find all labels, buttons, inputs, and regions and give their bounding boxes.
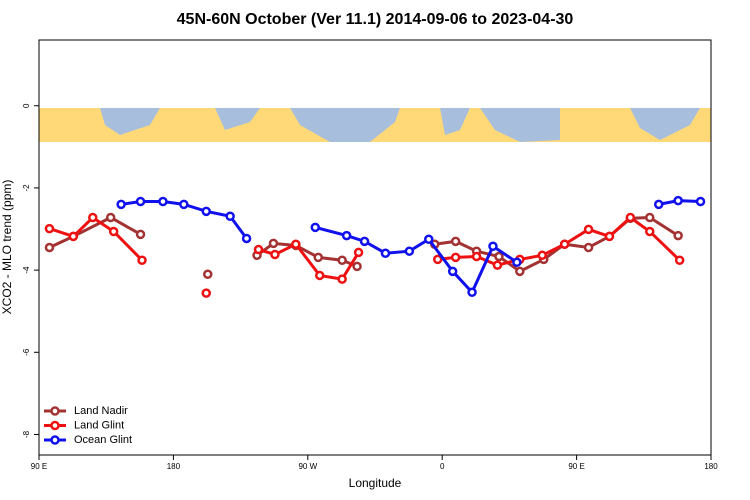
- legend-label: Land Nadir: [74, 405, 128, 417]
- data-point: [179, 199, 189, 210]
- map-band: [39, 108, 711, 142]
- data-point: [353, 247, 364, 258]
- data-point: [313, 252, 324, 263]
- data-point: [432, 254, 443, 265]
- data-point: [695, 196, 706, 207]
- data-point: [291, 239, 301, 249]
- y-tick-label: -8: [22, 430, 31, 438]
- data-point: [645, 226, 655, 237]
- data-point: [625, 212, 636, 223]
- data-point: [450, 252, 461, 263]
- data-point: [270, 249, 280, 260]
- data-point: [471, 251, 482, 262]
- data-point: [492, 260, 503, 270]
- legend-marker: [50, 420, 60, 431]
- data-point: [583, 224, 594, 235]
- data-point: [337, 255, 347, 265]
- data-point: [604, 231, 615, 242]
- legend-label: Ocean Glint: [74, 434, 132, 446]
- data-point: [494, 251, 504, 262]
- data-point: [158, 196, 168, 207]
- x-tick-label: 180: [704, 462, 718, 471]
- data-point: [537, 250, 548, 261]
- data-point: [268, 238, 279, 249]
- y-axis-label: XCO2 - MLO trend (ppm): [0, 180, 14, 315]
- data-point: [488, 241, 498, 252]
- data-point: [583, 242, 594, 253]
- data-point: [674, 255, 685, 265]
- data-point: [653, 199, 664, 210]
- legend-marker: [50, 435, 60, 445]
- data-point: [135, 229, 146, 240]
- data-point: [225, 211, 235, 222]
- data-point: [108, 226, 119, 237]
- data-point: [137, 255, 147, 265]
- data-point: [404, 246, 415, 256]
- x-axis-label: Longitude: [349, 476, 402, 490]
- data-point: [673, 230, 683, 241]
- y-tick-label: 0: [22, 103, 31, 108]
- data-point: [135, 196, 146, 207]
- x-tick-label: 180: [167, 462, 181, 471]
- data-point: [105, 212, 116, 223]
- data-point: [424, 234, 434, 245]
- y-tick-label: -6: [22, 348, 31, 356]
- data-point: [512, 257, 522, 268]
- data-point: [253, 244, 264, 255]
- x-tick-label: 90 E: [31, 462, 47, 471]
- data-point: [341, 230, 352, 241]
- data-point: [450, 236, 461, 247]
- data-point: [515, 266, 525, 277]
- data-point: [337, 274, 347, 284]
- legend-label: Land Glint: [74, 419, 124, 431]
- data-point: [352, 261, 362, 272]
- data-point: [359, 236, 370, 247]
- x-tick-label: 90 E: [568, 462, 584, 471]
- data-point: [44, 223, 55, 234]
- data-point: [88, 212, 98, 223]
- data-point: [68, 231, 79, 242]
- data-point: [44, 242, 55, 253]
- plot-frame: [38, 39, 712, 456]
- data-point: [447, 266, 458, 277]
- y-tick-label: -2: [22, 184, 31, 192]
- chart-title: 45N-60N October (Ver 11.1) 2014-09-06 to…: [177, 11, 574, 28]
- data-point: [201, 206, 212, 217]
- data-point: [241, 233, 252, 244]
- x-tick-label: 0: [440, 462, 445, 471]
- data-point: [201, 288, 212, 298]
- data-point: [310, 222, 321, 233]
- data-point: [645, 212, 655, 223]
- legend-marker: [50, 406, 60, 416]
- y-tick-label: -4: [22, 266, 31, 274]
- data-point: [380, 248, 391, 259]
- data-point: [116, 199, 126, 210]
- data-point: [202, 269, 213, 279]
- data-point: [559, 239, 570, 249]
- data-point: [467, 287, 477, 298]
- data-point: [314, 270, 325, 281]
- x-tick-label: 90 W: [298, 462, 317, 471]
- data-point: [673, 195, 683, 206]
